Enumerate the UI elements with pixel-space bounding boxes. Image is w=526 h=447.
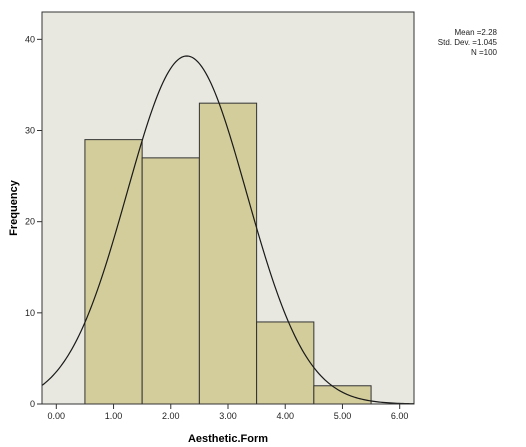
histogram-bar <box>313 385 372 405</box>
histogram-bar <box>84 139 143 405</box>
x-axis-ticks: 0.00 1.00 2.00 3.00 4.00 5.00 6.00 <box>48 404 409 421</box>
histogram-bar <box>256 321 315 405</box>
y-tick-label: 40 <box>25 34 35 44</box>
x-axis-label: Aesthetic.Form <box>188 433 268 445</box>
histogram-bar <box>141 157 200 405</box>
x-tick-label: 3.00 <box>219 411 237 421</box>
y-tick-label: 20 <box>25 217 35 227</box>
x-tick-label: 6.00 <box>391 411 409 421</box>
stats-n: N =100 <box>471 48 498 57</box>
x-tick-label: 2.00 <box>162 411 180 421</box>
y-axis-ticks: 0 10 20 30 40 <box>25 34 42 409</box>
normal-curve <box>41 55 415 405</box>
y-tick-label: 30 <box>25 126 35 136</box>
x-tick-label: 5.00 <box>334 411 352 421</box>
y-tick-label: 10 <box>25 308 35 318</box>
histogram-bars <box>84 102 372 405</box>
stats-std-dev: Std. Dev. =1.045 <box>438 38 498 47</box>
stats-mean: Mean =2.28 <box>455 28 498 37</box>
x-tick-label: 1.00 <box>105 411 123 421</box>
y-tick-label: 0 <box>30 399 35 409</box>
histogram-bar <box>198 102 258 405</box>
x-tick-label: 4.00 <box>276 411 294 421</box>
y-axis-label: Frequency <box>8 179 20 236</box>
stats-box: Mean =2.28 Std. Dev. =1.045 N =100 <box>438 28 498 57</box>
x-tick-label: 0.00 <box>48 411 66 421</box>
